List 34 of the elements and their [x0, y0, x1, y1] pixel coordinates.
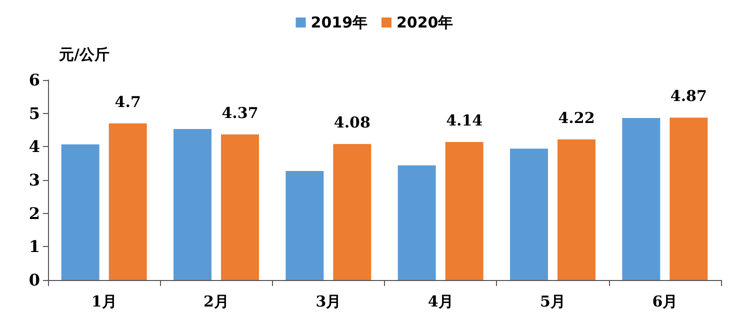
data-label: 4.14	[446, 112, 483, 130]
data-label: 4.87	[670, 87, 707, 106]
bar	[108, 123, 147, 280]
data-label: 4.7	[114, 92, 141, 111]
data-label: 4.37	[222, 104, 258, 122]
y-tick-label: 5	[28, 104, 40, 123]
x-tick-label: 6月	[652, 292, 678, 310]
y-axis-title: 元/公斤	[58, 46, 110, 64]
bar	[445, 142, 484, 280]
bar	[174, 129, 212, 280]
bar	[510, 148, 548, 280]
legend-label: 2019年	[310, 14, 368, 32]
x-tick-label: 5月	[540, 292, 566, 310]
data-label: 4.08	[334, 114, 370, 132]
x-tick-label: 2月	[204, 292, 229, 310]
bar	[670, 118, 708, 280]
bar	[286, 171, 324, 280]
x-tick-label: 4月	[428, 292, 454, 310]
y-tick-label: 6	[28, 70, 40, 90]
bar	[61, 144, 100, 280]
y-tick-label: 3	[28, 170, 40, 190]
bar	[221, 134, 259, 280]
y-tick-label: 4	[28, 137, 40, 156]
x-tick-label: 3月	[316, 292, 342, 310]
bar	[558, 139, 596, 280]
bar	[333, 144, 372, 280]
y-tick-label: 0	[28, 270, 40, 290]
bar	[398, 165, 436, 280]
bar	[622, 118, 660, 280]
legend-label: 2020年	[396, 14, 454, 32]
y-tick-label: 1	[28, 237, 40, 256]
y-tick-label: 2	[28, 204, 40, 223]
x-tick-label: 1月	[91, 292, 117, 310]
data-label: 4.22	[558, 108, 595, 127]
